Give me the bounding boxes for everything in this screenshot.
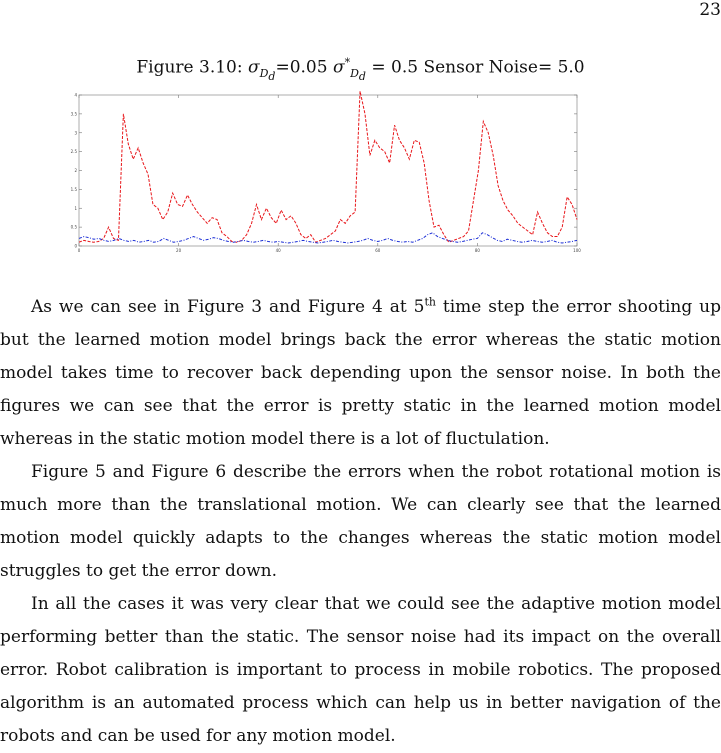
- body-text: As we can see in Figure 3 and Figure 4 a…: [0, 291, 721, 753]
- x-tick-label: 60: [375, 248, 381, 253]
- page-number: 23: [699, 0, 721, 20]
- y-tick-label: 2: [74, 168, 77, 173]
- caption-sigma-2: σ: [332, 57, 345, 78]
- caption-superscript-star: *: [344, 56, 351, 69]
- paragraph-1-start: As we can see in Figure 3 and Figure 4 a…: [31, 297, 425, 317]
- caption-subscript-2: Dd: [350, 67, 366, 84]
- caption-sensor-noise: Sensor Noise= 5.0: [418, 57, 585, 78]
- caption-prefix: Figure 3.10:: [136, 57, 243, 78]
- x-tick-label: 0: [78, 248, 81, 253]
- plot-frame: [78, 94, 578, 247]
- error-chart-svg: 0 20 40 60 80 100 0 0.5 1 1.5 2 2.5 3 3.5 4: [71, 91, 581, 253]
- caption-subscript-1: Dd: [259, 67, 276, 84]
- learned-model-error-line: [78, 232, 578, 244]
- caption-value-1: =0.05: [275, 57, 328, 78]
- static-model-error-line: [78, 91, 578, 243]
- x-tick-label: 20: [176, 248, 182, 253]
- y-tick-label: 3: [74, 130, 77, 135]
- caption-sigma-1: σ: [247, 57, 260, 78]
- x-tick-label: 100: [573, 248, 581, 253]
- y-tick-label: 4: [74, 93, 77, 98]
- y-tick-label: 3.5: [71, 111, 78, 116]
- caption-value-2: = 0.5: [365, 57, 419, 78]
- y-tick-label: 0: [74, 244, 77, 249]
- paragraph-3: In all the cases it was very clear that …: [0, 594, 721, 746]
- paragraph-1-superscript: th: [424, 295, 436, 309]
- paragraph-1-rest: time step the error shooting up but the …: [0, 297, 721, 449]
- error-chart: 0 20 40 60 80 100 0 0.5 1 1.5 2 2.5 3 3.5 4: [70, 88, 585, 256]
- paragraph-1: As we can see in Figure 3 and Figure 4 a…: [0, 291, 721, 456]
- figure-caption: Figure 3.10: σDd=0.05 σ*Dd = 0.5 Sensor …: [0, 52, 721, 88]
- x-tick-label: 40: [276, 248, 282, 253]
- x-tick-label: 80: [475, 248, 481, 253]
- y-tick-label: 1.5: [71, 187, 78, 192]
- y-tick-label: 0.5: [71, 225, 78, 230]
- y-tick-label: 2.5: [71, 149, 78, 154]
- y-tick-label: 1: [74, 206, 77, 211]
- paragraph-2: Figure 5 and Figure 6 describe the error…: [0, 462, 721, 581]
